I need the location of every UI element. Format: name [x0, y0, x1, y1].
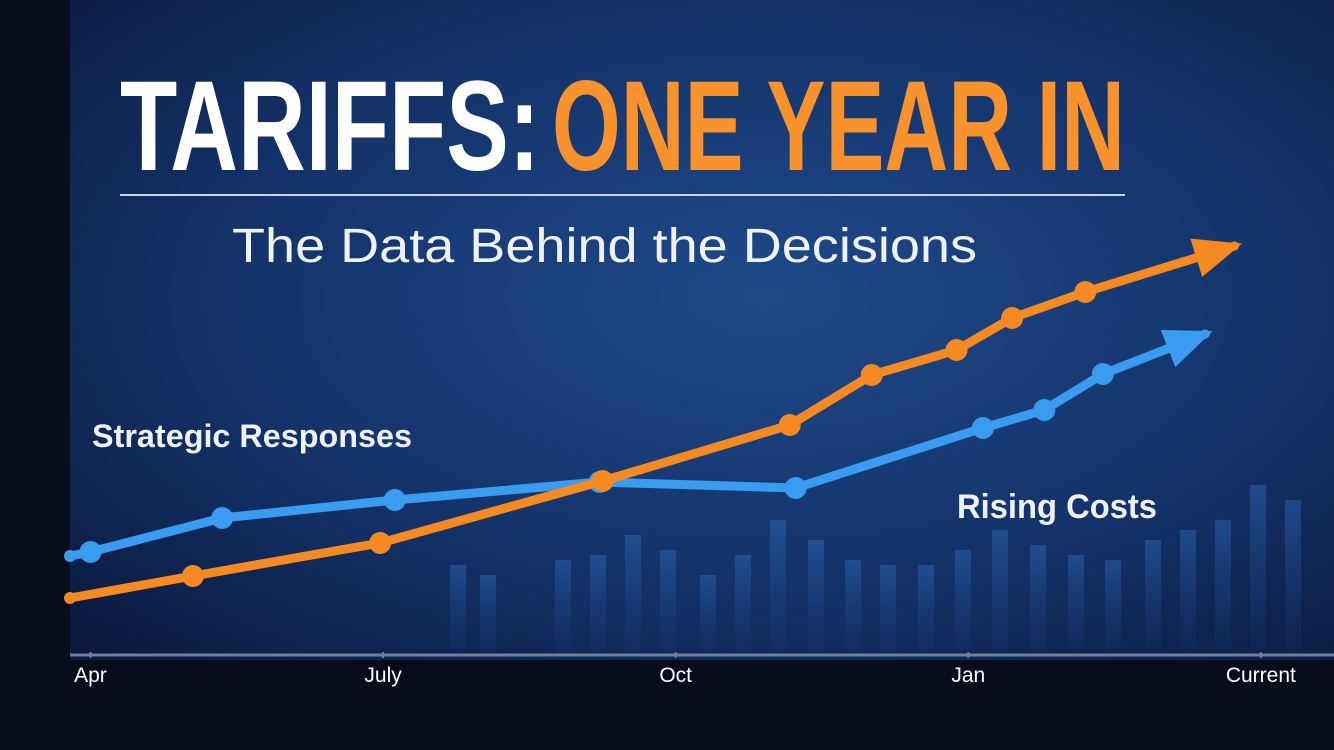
x-tick-label: Current	[1226, 664, 1296, 687]
arrow-head	[1190, 238, 1243, 277]
x-tick-label: Apr	[74, 664, 107, 687]
panel-background	[70, 0, 1334, 660]
series-line	[65, 329, 1210, 561]
point	[1001, 307, 1024, 329]
annotation: Strategic Responses	[92, 418, 412, 454]
annotation: Rising Costs	[957, 488, 1157, 526]
arrow-head	[1160, 329, 1213, 368]
point	[778, 414, 801, 436]
chart-title-highlight: ONE YEAR IN	[552, 55, 1125, 198]
plot: Apr July Oct Jan Current	[64, 238, 1296, 687]
point	[1033, 399, 1056, 421]
chart-subtitle: The Data Behind the Decisions	[232, 220, 977, 273]
x-tick-label: Jan	[951, 664, 985, 687]
point	[383, 489, 406, 511]
point	[591, 470, 614, 492]
x-tick-label: July	[364, 664, 402, 687]
point	[1091, 363, 1114, 385]
point	[784, 477, 807, 499]
chart-title: TARIFFS:	[120, 55, 540, 198]
point	[945, 339, 968, 361]
point	[369, 532, 392, 554]
x-tick-label: Oct	[659, 664, 692, 687]
point	[860, 364, 883, 386]
point	[64, 592, 76, 604]
point	[1074, 281, 1097, 303]
point	[971, 417, 994, 439]
point	[181, 565, 204, 587]
decor-bars	[450, 485, 1301, 650]
series-line	[65, 241, 1239, 603]
point	[64, 550, 76, 562]
point	[211, 507, 234, 529]
point	[79, 541, 102, 563]
